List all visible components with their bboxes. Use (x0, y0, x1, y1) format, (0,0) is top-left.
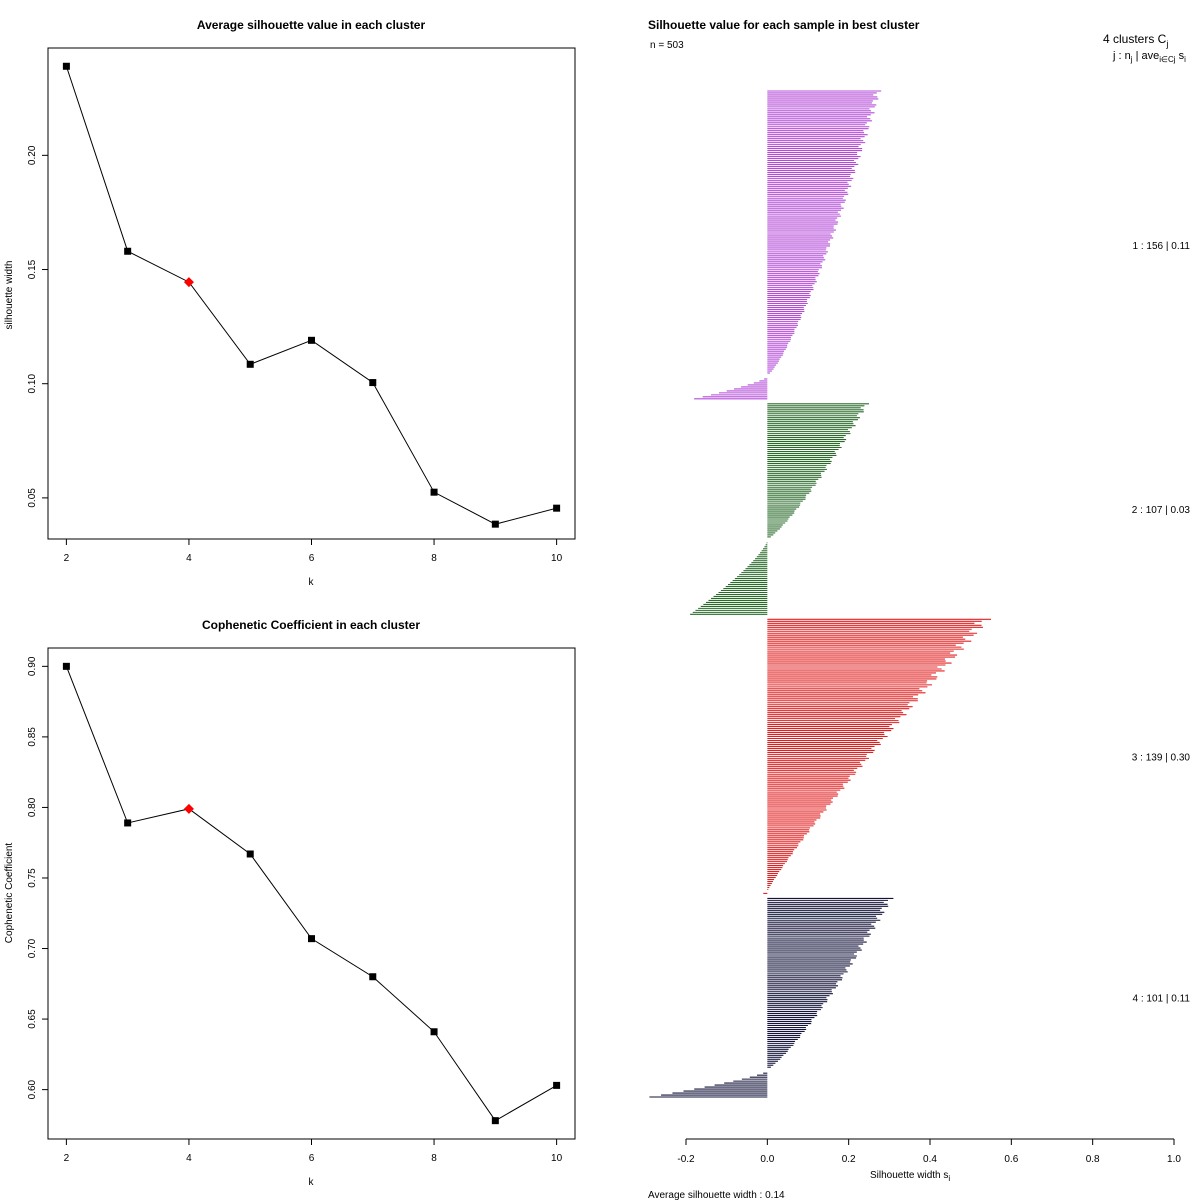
chart3-bars (649, 90, 991, 1098)
chart1-ytick-label: 0.15 (27, 259, 38, 279)
chart1-xtick-label: 4 (186, 553, 192, 564)
chart2-point (246, 850, 254, 858)
cluster-3-label: 3 : 139 | 0.30 (1132, 752, 1191, 763)
chart1-ytick-label: 0.05 (27, 488, 38, 508)
chart2-marks (62, 662, 561, 1125)
chart1-frame (47, 47, 576, 540)
chart2-point (62, 662, 70, 670)
chart2-ytick-label: 0.70 (27, 938, 38, 958)
chart1-point (430, 488, 438, 496)
chart1-ylabel: silhouette width (4, 261, 15, 330)
chart2-xtick-label: 2 (64, 1153, 70, 1164)
chart3-xtick-label: 0.6 (1004, 1154, 1018, 1165)
chart3-xtick-label: 1.0 (1167, 1154, 1181, 1165)
cluster-4-label: 4 : 101 | 0.11 (1133, 994, 1191, 1005)
chart3-header-line1: 4 clusters Cj (1103, 32, 1168, 49)
chart2-point (308, 935, 315, 943)
chart3-xlabel: Silhouette width si (870, 1170, 950, 1183)
chart2-ytick-label: 0.60 (27, 1079, 38, 1099)
chart2-ytick-label: 0.85 (27, 727, 38, 747)
chart3-x-axis: -0.2 0.0 0.2 0.4 0.6 0.8 1.0 (677, 1138, 1181, 1165)
chart1-series-line (65, 66, 557, 525)
chart1-ytick-label: 0.10 (27, 374, 38, 394)
chart1-point (246, 360, 254, 368)
chart1-point (369, 379, 377, 387)
chart2-title: Cophenetic Coefficient in each cluster (202, 618, 420, 632)
chart1-point-highlight (183, 277, 194, 288)
chart2-ytick-label: 0.90 (27, 656, 38, 676)
chart2-point (430, 1028, 438, 1036)
chart2-point (369, 973, 377, 981)
chart2-ytick-label: 0.65 (27, 1009, 38, 1029)
chart2-ylabel: Cophenetic Coefficient (4, 843, 15, 944)
chart1-axes: 2 4 6 8 10 0.05 0.10 0.15 0.20 (27, 145, 563, 564)
chart2-xtick-label: 8 (431, 1153, 437, 1164)
chart2-xtick-label: 4 (186, 1153, 192, 1164)
chart3-title: Silhouette value for each sample in best… (648, 18, 920, 32)
chart1-xtick-label: 2 (64, 553, 70, 564)
chart3-xtick-label: 0.2 (842, 1154, 856, 1165)
chart3-footer: Average silhouette width : 0.14 (648, 1190, 785, 1200)
chart3-xtick-label: 0.0 (760, 1154, 774, 1165)
chart1-point (62, 62, 70, 70)
chart3-n-label: n = 503 (650, 40, 684, 51)
chart2-xtick-label: 10 (551, 1153, 563, 1164)
chart1-point (308, 336, 315, 344)
chart2-axes: 2 4 6 8 10 0.60 0.65 0.70 0.75 0.80 0.85 0.90 (27, 656, 563, 1164)
chart3-xtick-label: 0.8 (1086, 1154, 1100, 1165)
chart2-xlabel: k (309, 1177, 315, 1188)
chart2-ytick-label: 0.75 (27, 868, 38, 888)
cluster-1-label: 1 : 156 | 0.11 (1133, 241, 1191, 252)
chart2-point (553, 1081, 561, 1089)
cluster-2-label: 2 : 107 | 0.03 (1132, 505, 1191, 516)
chart1-xtick-label: 8 (431, 553, 437, 564)
chart2-series-line (65, 666, 557, 1122)
chart1-point (553, 504, 561, 512)
chart2-frame (47, 647, 576, 1140)
chart3-cluster-labels: 1 : 156 | 0.11 2 : 107 | 0.03 3 : 139 | 0.… (1132, 241, 1191, 1005)
chart2-point-highlight (183, 803, 194, 814)
chart2-point (491, 1117, 499, 1125)
chart2-point (124, 819, 132, 827)
chart3-header-line2: j : nj | avei∈Cj si (1112, 50, 1186, 64)
chart3-xtick-label: 0.4 (923, 1154, 937, 1165)
chart1-xtick-label: 10 (551, 553, 563, 564)
chart1-point (491, 520, 499, 528)
chart1-marks (62, 62, 561, 528)
chart2-xtick-label: 6 (309, 1153, 315, 1164)
chart1-title: Average silhouette value in each cluster (197, 18, 426, 32)
chart1-ytick-label: 0.20 (27, 145, 38, 165)
chart3-xtick-label: -0.2 (677, 1154, 695, 1165)
chart1-xtick-label: 6 (309, 553, 315, 564)
chart2-ytick-label: 0.80 (27, 797, 38, 817)
chart1-point (124, 247, 132, 255)
chart1-xlabel: k (309, 577, 315, 588)
